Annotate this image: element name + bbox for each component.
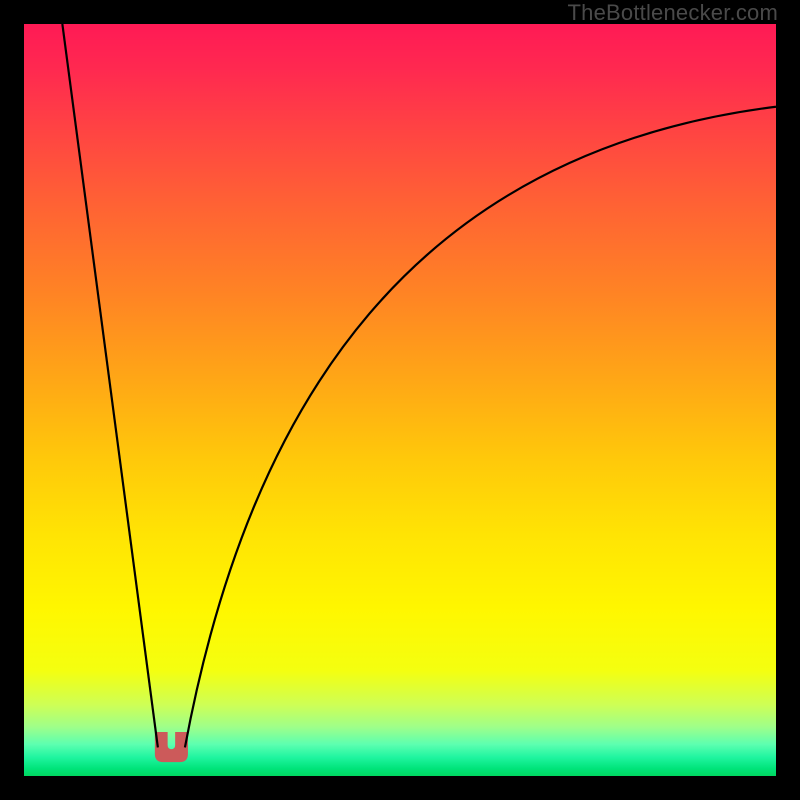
bottleneck-curve-right — [185, 107, 776, 748]
watermark-text: TheBottlenecker.com — [568, 0, 778, 26]
stage: TheBottlenecker.com — [0, 0, 800, 800]
plot-area — [24, 24, 776, 776]
curve-layer — [24, 24, 776, 776]
bottleneck-curve-left — [62, 24, 158, 747]
valley-marker — [155, 732, 188, 762]
